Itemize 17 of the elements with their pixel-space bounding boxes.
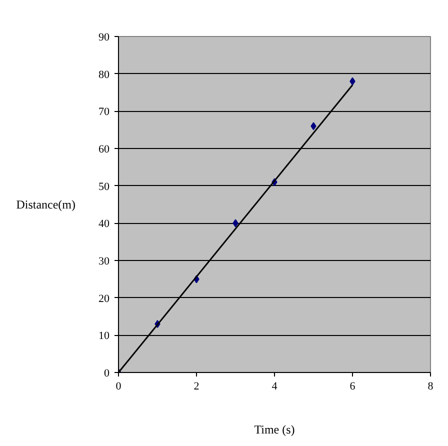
y-tick-label: 70	[98, 106, 110, 118]
x-tick-label: 2	[194, 380, 200, 392]
x-tick-label: 6	[350, 380, 356, 392]
y-axis-title: Distance(m)	[16, 198, 76, 212]
x-axis-title: Time (s)	[254, 422, 295, 436]
y-tick-label: 20	[98, 292, 110, 305]
y-tick-label: 30	[98, 256, 110, 268]
y-tick-label: 40	[98, 218, 110, 230]
y-tick-label: 90	[98, 32, 110, 44]
x-tick-label: 4	[272, 380, 278, 392]
x-tick-label: 8	[428, 380, 434, 392]
y-tick-label: 0	[104, 368, 110, 380]
y-tick-label: 60	[98, 144, 110, 156]
y-tick-label: 50	[98, 180, 110, 193]
y-tick-label: 80	[98, 68, 110, 81]
x-tick-label: 0	[116, 380, 122, 392]
y-tick-label: 10	[98, 330, 110, 342]
